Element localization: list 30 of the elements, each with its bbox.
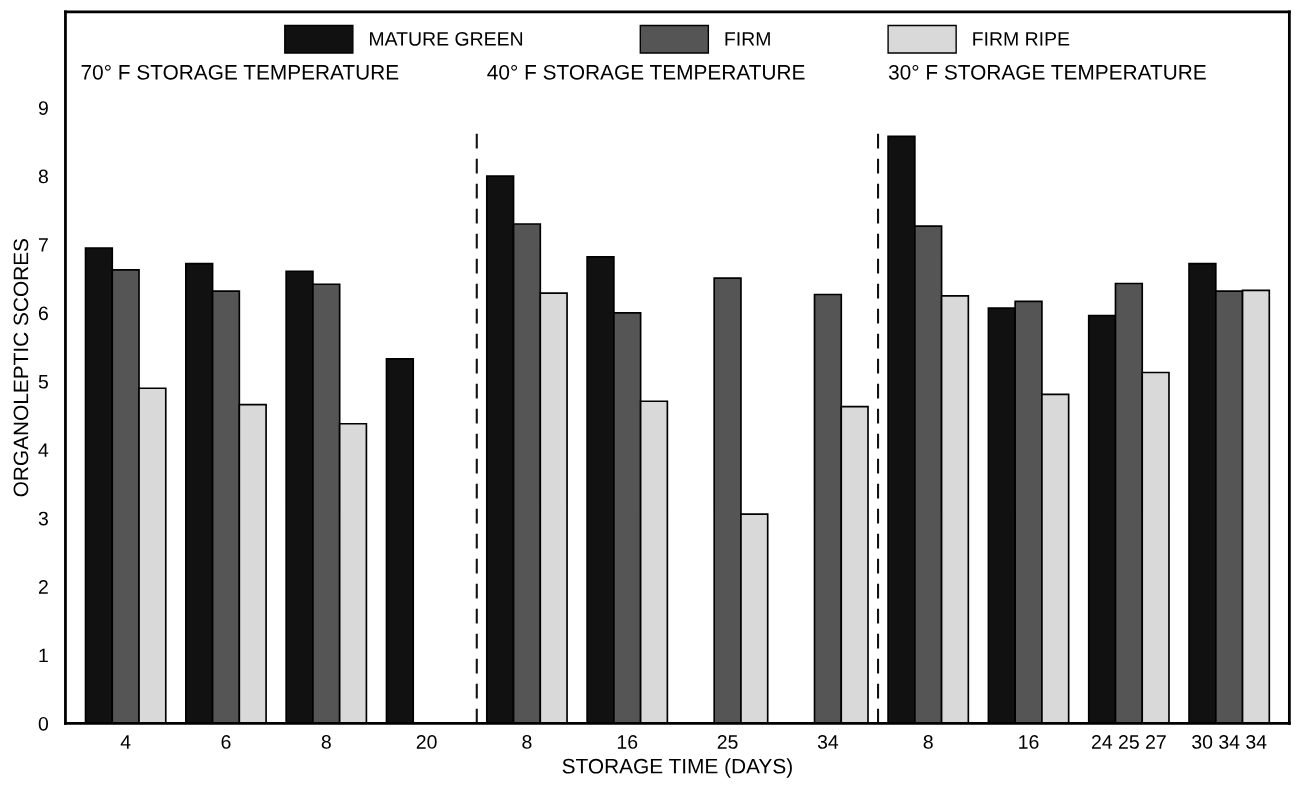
- annotation: 70° F STORAGE TEMPERATURE: [81, 64, 399, 80]
- x-tick-label: 8: [321, 735, 331, 749]
- x-tick-label: 8: [923, 735, 933, 749]
- x-tick-label: 16: [1019, 735, 1039, 749]
- legend-label: FIRM: [725, 32, 770, 46]
- legend-label: FIRM RIPE: [973, 32, 1070, 46]
- y-tick-label: 9: [38, 101, 48, 115]
- legend-label: MATURE GREEN: [370, 31, 523, 46]
- y-tick-label: 3: [38, 511, 48, 526]
- y-tick-label: 2: [38, 580, 48, 594]
- annotation: 30° F STORAGE TEMPERATURE: [888, 64, 1206, 80]
- x-tick-label: 34: [817, 735, 839, 749]
- x-tick-label: 4: [120, 735, 131, 749]
- y-tick-label: 4: [38, 443, 49, 457]
- y-tick-label: 7: [38, 238, 48, 252]
- y-tick-label: 6: [38, 306, 48, 321]
- x-tick-label: 24 25 27: [1091, 735, 1166, 749]
- x-tick-label: 6: [221, 735, 231, 749]
- x-tick-label: 16: [617, 735, 638, 749]
- x-tick-label: 25: [717, 735, 738, 749]
- y-tick-label: 5: [38, 375, 48, 389]
- x-tick-label: 30 34 34: [1192, 735, 1267, 749]
- y-tick-label: 1: [39, 648, 48, 663]
- x-tick-label: 20: [416, 735, 437, 749]
- y-axis-title: ORGANOLEPTIC SCORES: [13, 238, 29, 497]
- y-tick-label: 0: [38, 716, 49, 731]
- x-tick-label: 8: [522, 735, 532, 749]
- y-tick-label: 8: [38, 169, 48, 184]
- annotation: 40° F STORAGE TEMPERATURE: [487, 64, 805, 80]
- x-axis-title: STORAGE TIME (DAYS): [562, 758, 792, 778]
